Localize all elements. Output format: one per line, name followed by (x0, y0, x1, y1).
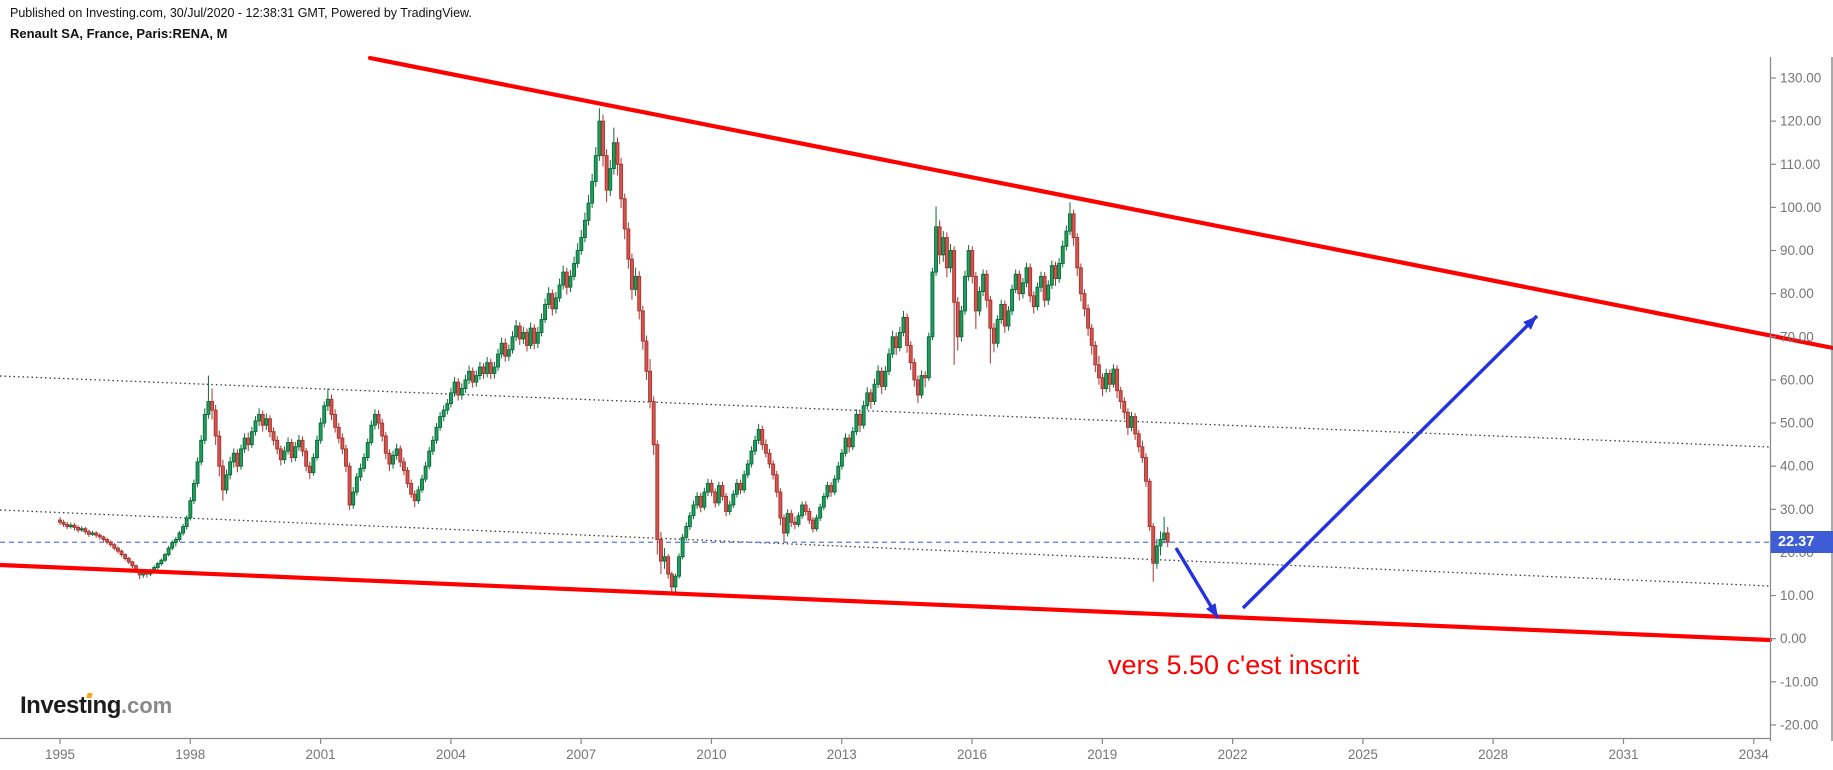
price-tick-label: 80.00 (1780, 286, 1814, 301)
time-tick-label: 2013 (827, 747, 857, 762)
investing-logo-text-pre: Invest (20, 692, 87, 719)
published-line: Published on Investing.com, 30/Jul/2020 … (10, 6, 472, 20)
time-tick-label: 2022 (1218, 747, 1248, 762)
price-tick-label: 130.00 (1780, 71, 1821, 86)
time-tick-label: 2010 (696, 747, 726, 762)
time-tick-label: 2025 (1348, 747, 1378, 762)
price-tick-label: -20.00 (1780, 717, 1818, 732)
channel-midline-upper (0, 375, 1771, 448)
current-price-label: 22.37 (1778, 534, 1815, 550)
time-tick-label: 2007 (566, 747, 596, 762)
price-tick-label: -10.00 (1780, 674, 1818, 689)
time-tick-label: 2016 (957, 747, 987, 762)
candlestick-series (58, 108, 1170, 594)
time-tick-label: 2031 (1608, 747, 1638, 762)
time-tick-label: 2001 (306, 747, 336, 762)
projection-up-to-resistance-head (1523, 316, 1537, 330)
projection-down-to-support-head (1206, 603, 1218, 618)
investing-logo-tld: .com (120, 693, 173, 718)
investing-logo-orange-dot-i: i (86, 692, 93, 719)
time-tick-label: 2004 (436, 747, 467, 762)
price-tick-label: 40.00 (1780, 459, 1814, 474)
price-tick-label: 60.00 (1780, 372, 1814, 387)
price-tick-label: 70.00 (1780, 329, 1814, 344)
time-tick-label: 1995 (45, 747, 75, 762)
projection-up-to-resistance (1241, 314, 1539, 610)
lower-channel-support (0, 562, 1773, 643)
investing-logo: Investing.com (20, 692, 172, 720)
instrument-title: Renault SA, France, Paris:RENA, M (10, 26, 228, 41)
price-tick-label: 10.00 (1780, 588, 1814, 603)
price-tick-label: 30.00 (1780, 502, 1814, 517)
price-tick-label: 50.00 (1780, 416, 1814, 431)
upper-channel-resistance (367, 55, 1833, 351)
time-tick-label: 2019 (1087, 747, 1117, 762)
current-price-badge: 22.37 (1771, 531, 1833, 553)
price-tick-label: 90.00 (1780, 243, 1814, 258)
price-target-annotation: vers 5.50 c'est inscrit (1108, 650, 1360, 680)
time-tick-label: 2034 (1739, 747, 1770, 762)
time-tick-label: 1998 (175, 747, 205, 762)
investing-logo-text-post: ng (92, 692, 122, 719)
price-tick-label: 110.00 (1780, 157, 1820, 172)
channel-midline-lower (0, 509, 1771, 587)
time-tick-label: 2028 (1478, 747, 1508, 762)
price-tick-label: 100.00 (1780, 200, 1821, 215)
price-tick-label: 120.00 (1780, 114, 1821, 129)
price-tick-label: 0.00 (1780, 631, 1806, 646)
